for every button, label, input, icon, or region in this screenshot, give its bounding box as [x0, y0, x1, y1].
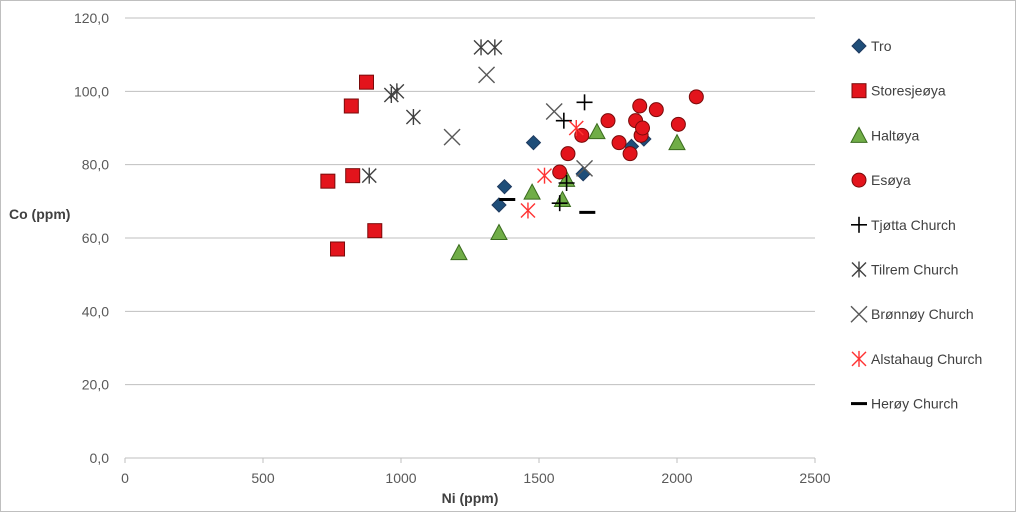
legend-marker-br-nn-y-church	[850, 305, 868, 323]
data-point-es-ya	[670, 116, 686, 132]
data-point-br-nn-y-church	[545, 103, 563, 120]
data-point-halt-ya	[523, 183, 541, 200]
legend: Tro Storesjeøya Haltøya Esøya Tjøtta Church T…	[850, 38, 982, 412]
data-point-tj-tta-church	[576, 94, 593, 111]
data-point-es-ya	[552, 164, 568, 180]
data-point-tj-tta-church	[558, 175, 575, 191]
data-point-es-ya	[632, 98, 648, 114]
axes: 0,0 20,0 40,0 60,0 80,0 100,0 120,0 0 500 1000 150…	[74, 10, 831, 486]
legend-label: Herøy Church	[871, 396, 958, 412]
data-point-es-ya	[611, 135, 627, 151]
data-point-storesje-ya	[330, 241, 346, 257]
data-point-alstahaug-church	[537, 167, 553, 184]
legend-label: Esøya	[871, 172, 911, 188]
data-point-es-ya	[574, 127, 590, 143]
y-tick-label: 20,0	[82, 377, 109, 393]
legend-label: Alstahaug Church	[871, 351, 982, 367]
data-point-es-ya	[648, 102, 664, 118]
legend-label: Tjøtta Church	[871, 217, 956, 233]
data-point-halt-ya	[668, 133, 686, 151]
legend-label: Tro	[871, 38, 892, 54]
y-tick-label: 80,0	[82, 157, 109, 173]
legend-marker-storesje-ya	[851, 83, 867, 99]
data-point-tro	[491, 197, 507, 213]
data-point-halt-ya	[553, 190, 572, 207]
legend-marker-tilrem-church	[851, 261, 867, 278]
data-point-tro	[525, 134, 542, 151]
data-point-storesje-ya	[345, 168, 361, 184]
data-point-es-ya	[560, 146, 576, 162]
data-point-es-ya	[688, 89, 704, 105]
x-axis-title: Ni (ppm)	[442, 490, 499, 506]
legend-item-alstahaug-church: Alstahaug Church	[851, 350, 982, 367]
legend-label: Tilrem Church	[871, 262, 958, 278]
legend-label: Storesjeøya	[871, 83, 946, 99]
data-point-storesje-ya	[367, 223, 383, 239]
data-point-alstahaug-church	[568, 120, 584, 136]
data-point-tro	[496, 178, 513, 195]
data-point-tj-tta-church	[555, 112, 572, 129]
legend-item-tilrem-church: Tilrem Church	[851, 261, 958, 278]
data-point-storesje-ya	[343, 98, 359, 114]
y-tick-label: 60,0	[82, 230, 109, 246]
data-point-br-nn-y-church	[478, 66, 496, 84]
data-point-storesje-ya	[320, 173, 336, 189]
y-axis-title: Co (ppm)	[9, 206, 70, 222]
legend-item-tj-tta-church: Tjøtta Church	[851, 216, 956, 233]
legend-item-storesje-ya: Storesjeøya	[851, 83, 946, 99]
legend-label: Haltøya	[871, 127, 919, 143]
data-point-br-nn-y-church	[576, 159, 594, 177]
legend-item-tro: Tro	[851, 38, 892, 54]
data-points	[320, 39, 704, 261]
data-point-es-ya	[622, 146, 638, 162]
y-tick-label: 100,0	[74, 83, 109, 99]
gridlines	[125, 17, 815, 386]
legend-marker-alstahaug-church	[851, 350, 867, 367]
x-tick-label: 0	[121, 470, 129, 486]
x-tick-label: 2000	[661, 470, 692, 486]
x-tick-label: 1500	[523, 470, 554, 486]
data-point-halt-ya	[588, 122, 606, 140]
data-point-tj-tta-church	[551, 195, 568, 212]
data-point-tilrem-church	[361, 167, 377, 184]
x-tick-label: 500	[251, 470, 275, 486]
legend-item-br-nn-y-church: Brønnøy Church	[850, 305, 974, 323]
data-point-halt-ya	[490, 223, 508, 240]
data-point-br-nn-y-church	[443, 128, 461, 146]
y-tick-label: 120,0	[74, 10, 109, 26]
data-point-tilrem-church	[487, 39, 503, 56]
data-point-tilrem-church	[473, 39, 489, 56]
data-point-storesje-ya	[359, 74, 374, 90]
legend-item-es-ya: Esøya	[851, 172, 911, 188]
y-tick-label: 40,0	[82, 303, 109, 319]
legend-marker-es-ya	[851, 172, 867, 188]
data-point-halt-ya	[450, 243, 468, 261]
data-point-tilrem-church	[405, 109, 421, 125]
legend-marker-tro	[851, 38, 867, 54]
x-tick-label: 2500	[799, 470, 830, 486]
data-point-es-ya	[600, 113, 616, 129]
data-point-alstahaug-church	[520, 202, 536, 219]
data-point-es-ya	[635, 120, 650, 136]
data-point-tilrem-church	[389, 83, 405, 100]
x-tick-label: 1000	[385, 470, 416, 486]
legend-marker-halt-ya	[850, 126, 868, 143]
legend-item-halt-ya: Haltøya	[850, 126, 919, 143]
legend-item-her-y-church: Herøy Church	[851, 396, 958, 412]
legend-label: Brønnøy Church	[871, 306, 974, 322]
legend-marker-tj-tta-church	[851, 216, 867, 233]
y-tick-label: 0,0	[90, 450, 110, 466]
